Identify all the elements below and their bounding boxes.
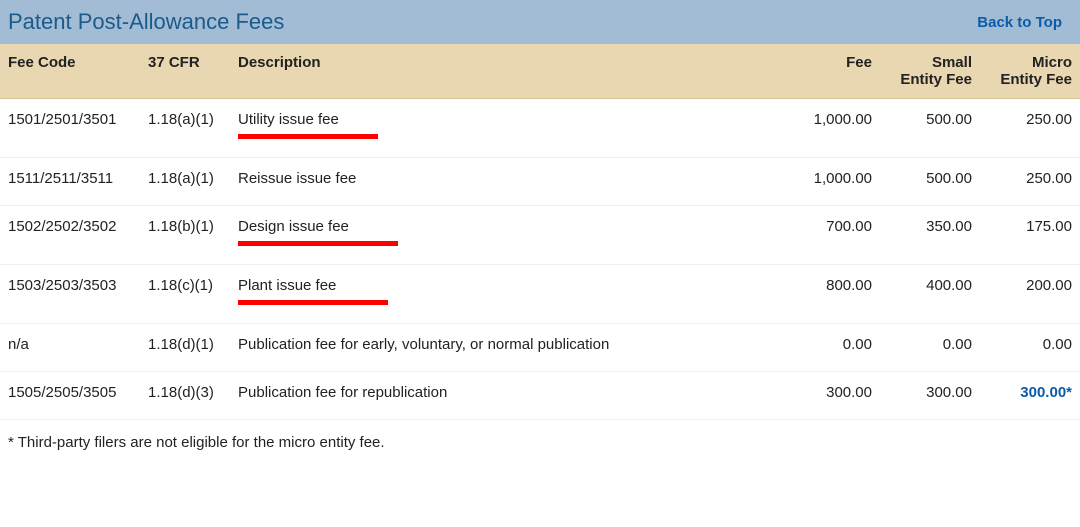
col-fee: Fee (770, 44, 880, 99)
table-row: n/a1.18(d)(1)Publication fee for early, … (0, 324, 1080, 372)
cell-description: Publication fee for republication (230, 372, 770, 420)
table-row: 1505/2505/35051.18(d)(3)Publication fee … (0, 372, 1080, 420)
table-body: 1501/2501/35011.18(a)(1)Utility issue fe… (0, 99, 1080, 420)
cell-fee: 1,000.00 (770, 158, 880, 206)
col-small-entity: Small Entity Fee (880, 44, 980, 99)
cell-cfr: 1.18(c)(1) (140, 265, 230, 324)
highlight-underline (238, 300, 388, 305)
cell-small-entity-fee: 300.00 (880, 372, 980, 420)
footnote: * Third-party filers are not eligible fo… (0, 420, 1080, 469)
cell-fee: 0.00 (770, 324, 880, 372)
cell-fee-code: 1502/2502/3502 (0, 206, 140, 265)
cell-small-entity-fee: 500.00 (880, 99, 980, 158)
cell-cfr: 1.18(b)(1) (140, 206, 230, 265)
col-cfr: 37 CFR (140, 44, 230, 99)
cell-fee: 800.00 (770, 265, 880, 324)
cell-description: Design issue fee (230, 206, 770, 265)
cell-fee: 300.00 (770, 372, 880, 420)
cell-fee-code: 1505/2505/3505 (0, 372, 140, 420)
table-row: 1502/2502/35021.18(b)(1)Design issue fee… (0, 206, 1080, 265)
cell-fee-code: n/a (0, 324, 140, 372)
cell-small-entity-fee: 0.00 (880, 324, 980, 372)
cell-micro-entity-fee: 175.00 (980, 206, 1080, 265)
col-micro-entity: Micro Entity Fee (980, 44, 1080, 99)
highlight-underline (238, 241, 398, 246)
cell-fee-code: 1501/2501/3501 (0, 99, 140, 158)
cell-small-entity-fee: 350.00 (880, 206, 980, 265)
cell-description: Utility issue fee (230, 99, 770, 158)
table-header-row: Fee Code 37 CFR Description Fee Small En… (0, 44, 1080, 99)
cell-description: Publication fee for early, voluntary, or… (230, 324, 770, 372)
cell-fee: 700.00 (770, 206, 880, 265)
cell-cfr: 1.18(d)(3) (140, 372, 230, 420)
col-description: Description (230, 44, 770, 99)
fees-table: Fee Code 37 CFR Description Fee Small En… (0, 44, 1080, 420)
cell-fee: 1,000.00 (770, 99, 880, 158)
cell-cfr: 1.18(d)(1) (140, 324, 230, 372)
table-row: 1511/2511/35111.18(a)(1)Reissue issue fe… (0, 158, 1080, 206)
section-title: Patent Post-Allowance Fees (8, 9, 284, 35)
cell-micro-entity-fee[interactable]: 300.00* (980, 372, 1080, 420)
cell-small-entity-fee: 500.00 (880, 158, 980, 206)
back-to-top-link[interactable]: Back to Top (977, 14, 1062, 31)
cell-description: Reissue issue fee (230, 158, 770, 206)
table-row: 1501/2501/35011.18(a)(1)Utility issue fe… (0, 99, 1080, 158)
section-header: Patent Post-Allowance Fees Back to Top (0, 0, 1080, 44)
cell-fee-code: 1503/2503/3503 (0, 265, 140, 324)
cell-micro-entity-fee: 200.00 (980, 265, 1080, 324)
cell-cfr: 1.18(a)(1) (140, 99, 230, 158)
col-fee-code: Fee Code (0, 44, 140, 99)
cell-cfr: 1.18(a)(1) (140, 158, 230, 206)
cell-micro-entity-fee: 0.00 (980, 324, 1080, 372)
cell-small-entity-fee: 400.00 (880, 265, 980, 324)
cell-micro-entity-fee: 250.00 (980, 99, 1080, 158)
cell-description: Plant issue fee (230, 265, 770, 324)
cell-fee-code: 1511/2511/3511 (0, 158, 140, 206)
highlight-underline (238, 134, 378, 139)
cell-micro-entity-fee: 250.00 (980, 158, 1080, 206)
table-row: 1503/2503/35031.18(c)(1)Plant issue fee8… (0, 265, 1080, 324)
